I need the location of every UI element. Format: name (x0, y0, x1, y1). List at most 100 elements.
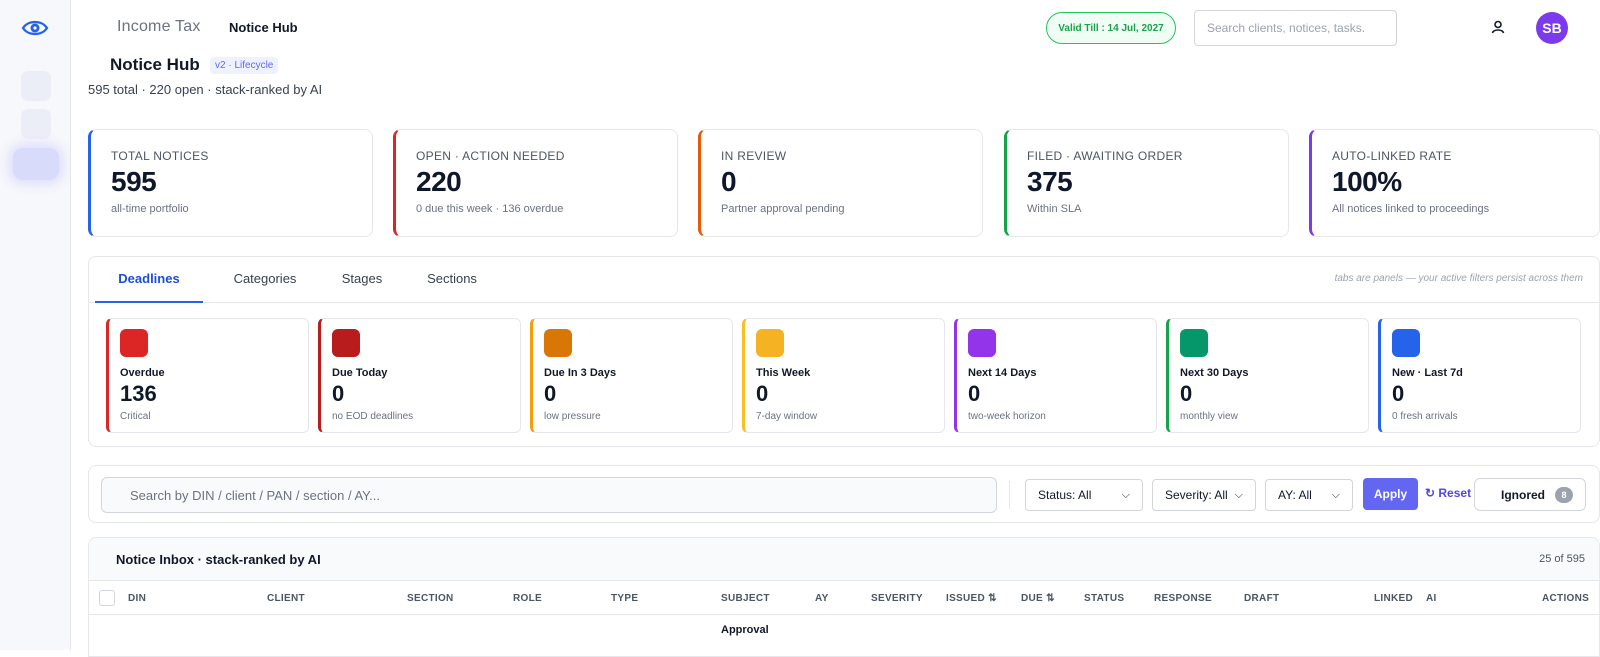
column-header-client[interactable]: CLIENT (267, 593, 305, 604)
deadline-value: 0 (1392, 381, 1405, 406)
column-header-role[interactable]: ROLE (513, 593, 542, 604)
deadline-card-this-week[interactable]: This Week 0 7-day window (742, 318, 945, 433)
validity-badge: Valid Till : 14 Jul, 2027 (1046, 12, 1176, 44)
kpi-sub: Partner approval pending (721, 203, 845, 215)
column-header-issued[interactable]: ISSUED ⇅ (946, 593, 997, 604)
page-subtitle: 595 total · 220 open · stack-ranked by A… (88, 82, 323, 97)
deadline-label: Due In 3 Days (544, 367, 617, 379)
kpi-label: IN REVIEW (721, 149, 787, 163)
kpi-card-auto-linked[interactable]: AUTO-LINKED RATE 100% All notices linked… (1309, 129, 1600, 237)
table-header: DIN CLIENT SECTION ROLE TYPE SUBJECT AY … (89, 581, 1599, 615)
tabs-panel: Deadlines Categories Stages Sections tab… (88, 256, 1600, 447)
new-last-7d-icon (1392, 329, 1420, 357)
ignored-count-badge: 8 (1555, 487, 1573, 503)
tab-bar: Deadlines Categories Stages Sections tab… (89, 257, 1599, 303)
reset-button[interactable]: ↻ Reset (1425, 486, 1472, 500)
status-select-value: Status: All (1038, 488, 1092, 502)
deadline-label: New · Last 7d (1392, 367, 1463, 379)
kpi-value: 0 (721, 166, 737, 197)
ignored-label: Ignored (1501, 487, 1545, 502)
ignored-button[interactable]: Ignored 8 (1474, 478, 1586, 511)
deadline-sub: 0 fresh arrivals (1392, 411, 1458, 422)
kpi-card-in-review[interactable]: IN REVIEW 0 Partner approval pending (698, 129, 983, 237)
kpi-sub: All notices linked to proceedings (1332, 203, 1490, 215)
column-header-subject[interactable]: SUBJECT (721, 593, 770, 604)
deadline-label: Due Today (332, 367, 388, 379)
top-bar: Income Tax Notice Hub Valid Till : 14 Ju… (71, 0, 1600, 56)
this-week-icon (756, 329, 784, 357)
inbox-count: 25 of 595 (1539, 553, 1585, 565)
tabs-note: tabs are panels — your active filters pe… (1334, 273, 1583, 284)
tab-sections[interactable]: Sections (427, 271, 477, 286)
deadline-card-due-3-days[interactable]: Due In 3 Days 0 low pressure (530, 318, 733, 433)
kpi-value: 220 (416, 166, 462, 197)
notice-search-input[interactable] (101, 477, 997, 513)
apply-button[interactable]: Apply (1363, 478, 1418, 510)
status-select[interactable]: Status: All ⌵ (1025, 479, 1143, 511)
deadline-card-next-30-days[interactable]: Next 30 Days 0 monthly view (1166, 318, 1369, 433)
select-all-checkbox[interactable] (99, 590, 115, 606)
rail-item-notice-hub[interactable] (13, 148, 59, 180)
page-title: Notice Hub (110, 55, 200, 74)
user-icon[interactable] (1491, 20, 1505, 34)
column-header-linked[interactable]: LINKED (1374, 593, 1414, 604)
deadline-value: 136 (120, 381, 157, 406)
app-title: Income Tax (117, 18, 201, 35)
deadline-label: This Week (756, 367, 811, 379)
avatar[interactable]: SB (1536, 12, 1568, 44)
deadline-sub: monthly view (1180, 411, 1238, 422)
chevron-down-icon: ⌵ (1331, 488, 1340, 501)
kpi-card-filed-awaiting[interactable]: FILED · AWAITING ORDER 375 Within SLA (1004, 129, 1289, 237)
kpi-value: 375 (1027, 166, 1073, 197)
column-header-draft[interactable]: DRAFT (1244, 593, 1280, 604)
rail-item-1[interactable] (21, 71, 51, 101)
due-3-days-icon (544, 329, 572, 357)
deadline-card-new-last-7d[interactable]: New · Last 7d 0 0 fresh arrivals (1378, 318, 1581, 433)
next-30-days-icon (1180, 329, 1208, 357)
column-header-due[interactable]: DUE ⇅ (1021, 593, 1055, 604)
deadline-card-due-today[interactable]: Due Today 0 no EOD deadlines (318, 318, 521, 433)
column-header-actions[interactable]: ACTIONS (1542, 593, 1590, 604)
tab-deadlines[interactable]: Deadlines (95, 257, 203, 303)
column-header-din[interactable]: DIN (128, 593, 147, 604)
column-header-ay[interactable]: AY (815, 593, 829, 604)
deadline-sub: low pressure (544, 411, 601, 422)
eye-logo-icon[interactable] (21, 16, 49, 40)
inbox-header: Notice Inbox · stack-ranked by AI 25 of … (89, 538, 1599, 581)
deadline-value: 0 (968, 381, 981, 406)
column-header-status[interactable]: STATUS (1084, 593, 1125, 604)
deadline-card-overdue[interactable]: Overdue 136 Critical (106, 318, 309, 433)
chevron-down-icon: ⌵ (1234, 488, 1243, 501)
chevron-down-icon: ⌵ (1121, 488, 1130, 501)
notice-inbox: Notice Inbox · stack-ranked by AI 25 of … (88, 537, 1600, 657)
kpi-value: 595 (111, 166, 157, 197)
column-header-ai[interactable]: AI (1426, 593, 1437, 604)
deadline-label: Overdue (120, 367, 165, 379)
column-header-section[interactable]: SECTION (407, 593, 454, 604)
tab-categories[interactable]: Categories (233, 271, 297, 286)
severity-select[interactable]: Severity: All ⌵ (1152, 479, 1256, 511)
column-header-severity[interactable]: SEVERITY (871, 593, 923, 604)
kpi-sub: all-time portfolio (111, 203, 189, 215)
deadline-label: Next 14 Days (968, 367, 1037, 379)
kpi-card-open-action[interactable]: OPEN · ACTION NEEDED 220 0 due this week… (393, 129, 678, 237)
breadcrumb-current[interactable]: Notice Hub (229, 20, 298, 35)
inbox-title: Notice Inbox · stack-ranked by AI (116, 552, 321, 567)
deadline-card-next-14-days[interactable]: Next 14 Days 0 two-week horizon (954, 318, 1157, 433)
deadline-label: Next 30 Days (1180, 367, 1249, 379)
global-search-input[interactable] (1194, 10, 1397, 46)
kpi-card-total-notices[interactable]: TOTAL NOTICES 595 all-time portfolio (88, 129, 373, 237)
ay-select[interactable]: AY: All ⌵ (1265, 479, 1353, 511)
column-header-response[interactable]: RESPONSE (1154, 593, 1212, 604)
tab-stages[interactable]: Stages (341, 271, 383, 286)
left-rail (0, 0, 71, 650)
column-header-type[interactable]: TYPE (611, 593, 639, 604)
kpi-label: AUTO-LINKED RATE (1332, 149, 1452, 163)
overdue-icon (120, 329, 148, 357)
kpi-sub: 0 due this week · 136 overdue (416, 203, 564, 215)
next-14-days-icon (968, 329, 996, 357)
rail-item-2[interactable] (21, 109, 51, 139)
row-subject-cell[interactable]: Approval (721, 624, 769, 636)
deadline-value: 0 (756, 381, 769, 406)
deadline-sub: no EOD deadlines (332, 411, 414, 422)
